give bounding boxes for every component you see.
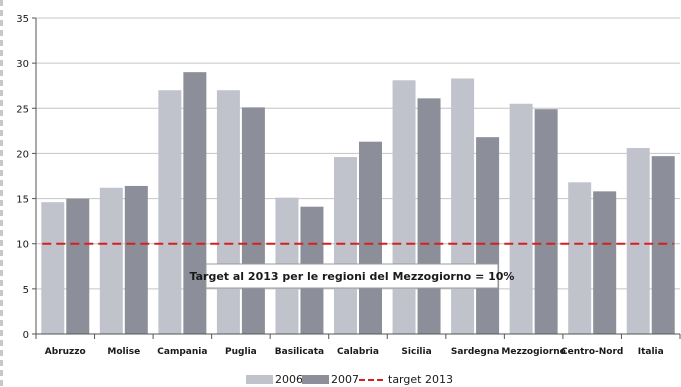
bars [41, 72, 675, 335]
bar-2007-Sicilia [417, 98, 441, 335]
x-tick-label: Mezzogiorno [501, 347, 565, 357]
bar-2007-Puglia [241, 107, 265, 334]
legend-label-2007: 2007 [331, 373, 359, 386]
x-tick-label: Molise [107, 347, 140, 357]
bar-2007-Centro-Nord [593, 191, 617, 334]
x-tick-label: Puglia [225, 347, 257, 357]
bar-2007-Italia [651, 156, 675, 334]
legend-label-target: target 2013 [388, 373, 453, 386]
y-tick-label: 10 [16, 240, 29, 251]
bar-2006-Calabria [334, 157, 357, 334]
y-axis-ticks: 0 5 10 15 20 25 30 35 [16, 14, 36, 341]
annotation-box: Target al 2013 per le regioni del Mezzog… [190, 263, 515, 289]
bar-2006-Sicilia [392, 80, 416, 334]
bar-2007-Molise [124, 185, 148, 334]
x-tick-label: Calabria [337, 347, 379, 357]
legend-swatch-2007 [302, 375, 329, 384]
x-tick-label: Basilicata [275, 347, 324, 357]
y-tick-label: 35 [16, 14, 29, 25]
annotation-text: Target al 2013 per le regioni del Mezzog… [190, 270, 515, 283]
legend-swatch-2006 [246, 375, 273, 384]
x-tick-label: Sicilia [401, 347, 431, 357]
y-tick-label: 0 [23, 330, 29, 341]
y-tick-label: 15 [16, 195, 29, 206]
bar-2006-Puglia [216, 90, 240, 334]
x-tick-label: Sardegna [451, 347, 499, 357]
bar-2006-Mezzogiorno [509, 103, 533, 335]
bar-2006-Abruzzo [41, 202, 65, 334]
left-dashed-border [0, 0, 3, 387]
category-labels: Abruzzo Molise Campania Puglia Basilicata Cal… [45, 347, 664, 357]
axes [35, 18, 681, 339]
bar-2006-Sardegna [451, 78, 475, 335]
x-tick-label: Abruzzo [45, 347, 86, 357]
y-tick-label: 30 [16, 59, 29, 70]
y-tick-label: 5 [23, 285, 29, 296]
legend: 2006 2007 target 2013 [246, 373, 453, 386]
x-tick-label: Centro-Nord [561, 347, 623, 357]
bar-2006-Centro-Nord [568, 182, 592, 334]
bar-2007-Campania [183, 72, 207, 335]
bar-2007-Calabria [359, 141, 382, 334]
bar-2007-Sardegna [476, 137, 500, 334]
bar-2006-Italia [626, 148, 650, 334]
bar-2006-Campania [158, 90, 182, 334]
bar-2007-Mezzogiorno [534, 109, 558, 334]
bar-2006-Molise [99, 187, 123, 334]
x-tick-label: Campania [157, 347, 207, 357]
legend-label-2006: 2006 [275, 373, 303, 386]
y-tick-label: 25 [16, 104, 29, 115]
y-tick-label: 20 [16, 149, 29, 160]
bar-2007-Abruzzo [66, 198, 90, 334]
x-tick-label: Italia [638, 347, 664, 357]
